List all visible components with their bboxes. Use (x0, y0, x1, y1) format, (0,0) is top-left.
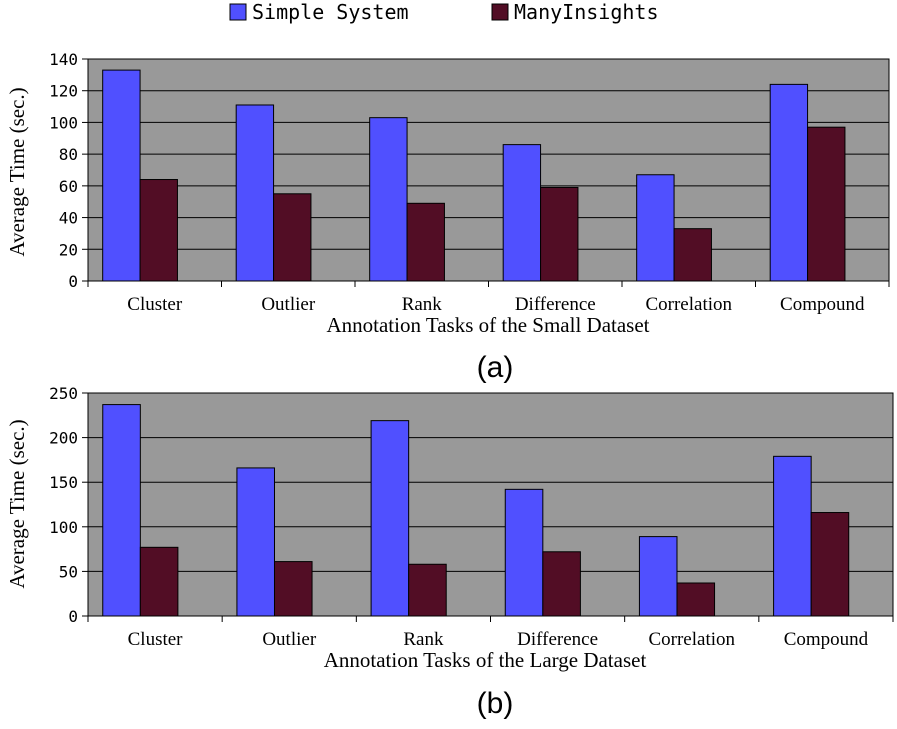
bar-simple-system-rank (370, 420, 410, 617)
x-category-label: Compound (780, 294, 865, 315)
bar-manyinsights-rank (406, 202, 445, 282)
bar-simple-system-compound (773, 455, 812, 617)
panel-label: (a) (477, 351, 514, 384)
bar-simple-system-outlier (235, 104, 275, 282)
bar-manyinsights-cluster (139, 546, 179, 617)
x-category-label: Difference (517, 629, 598, 650)
y-tick-label: 80 (59, 145, 78, 164)
bar-manyinsights-difference (542, 551, 581, 617)
y-axis-title: Average Time (sec.) (5, 419, 29, 588)
bar-simple-system-difference (502, 144, 542, 282)
bar-manyinsights-cluster (139, 179, 178, 282)
legend-swatch-simple-system (229, 3, 247, 21)
chart-large-dataset: 0 50 100 150 200 250 Cluster Outlier Rank Differe… (5, 384, 894, 720)
bar-manyinsights-compound (810, 512, 850, 617)
x-axis-title: Annotation Tasks of the Small Dataset (326, 313, 649, 337)
y-tick-label: 0 (68, 272, 78, 291)
x-category-label: Correlation (645, 294, 732, 315)
y-tick-label: 140 (49, 50, 78, 69)
bar-manyinsights-correlation (673, 228, 712, 282)
bar-simple-system-cluster (102, 69, 141, 282)
y-tick-label: 100 (49, 518, 78, 537)
bar-manyinsights-outlier (273, 561, 313, 617)
bar-manyinsights-correlation (676, 582, 716, 617)
x-category-label: Outlier (261, 294, 315, 315)
y-tick-label: 50 (59, 562, 78, 581)
bar-simple-system-cluster (102, 404, 141, 617)
bar-simple-system-rank (369, 117, 408, 282)
bar-simple-system-correlation (636, 174, 675, 282)
legend: Simple System ManyInsights (229, 0, 659, 24)
x-category-label: Compound (784, 629, 869, 650)
x-category-label: Correlation (648, 629, 735, 650)
bar-manyinsights-outlier (273, 193, 312, 282)
x-category-label: Outlier (262, 629, 316, 650)
bar-simple-system-outlier (236, 467, 275, 617)
plot-area (87, 392, 894, 617)
legend-label-simple-system: Simple System (252, 0, 409, 24)
bar-manyinsights-difference (540, 186, 579, 282)
bar-simple-system-difference (504, 488, 544, 617)
x-category-label: Rank (403, 629, 444, 650)
y-tick-label: 0 (68, 607, 78, 626)
bar-manyinsights-compound (807, 126, 846, 282)
x-category-label: Difference (515, 294, 596, 315)
panel-label: (b) (477, 687, 514, 720)
y-tick-label: 100 (49, 113, 78, 132)
y-tick-label: 40 (59, 209, 78, 228)
x-category-label: Cluster (128, 629, 184, 650)
y-axis-title: Average Time (sec.) (5, 87, 29, 256)
bar-simple-system-compound (769, 83, 809, 282)
chart-small-dataset: 0 20 40 60 80 100 120 140 Cluster Outlier Rank Diff… (5, 50, 890, 384)
legend-swatch-manyinsights (491, 3, 509, 21)
x-category-label: Cluster (127, 294, 183, 315)
plot-area (87, 58, 890, 282)
y-tick-label: 60 (59, 177, 78, 196)
bar-manyinsights-rank (408, 563, 447, 617)
legend-label-manyinsights: ManyInsights (514, 0, 659, 24)
x-axis-title: Annotation Tasks of the Large Dataset (324, 648, 647, 672)
y-tick-label: 150 (49, 473, 78, 492)
y-tick-label: 200 (49, 429, 78, 448)
x-category-label: Rank (402, 294, 443, 315)
y-tick-label: 120 (49, 82, 78, 101)
bar-simple-system-correlation (638, 536, 678, 617)
y-tick-label: 250 (49, 384, 78, 403)
y-tick-label: 20 (59, 240, 78, 259)
